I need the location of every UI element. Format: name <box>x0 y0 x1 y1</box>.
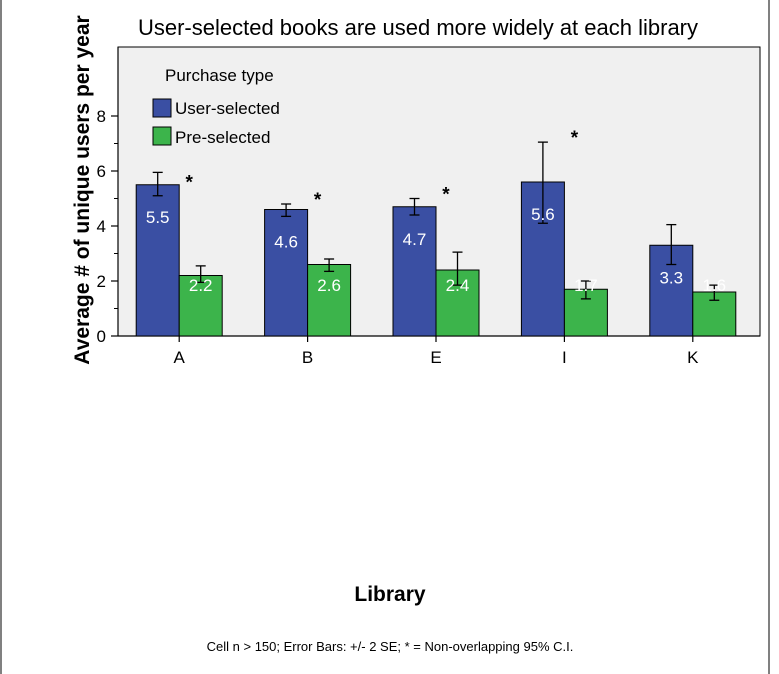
x-tick-label-E: E <box>430 348 441 367</box>
y-axis-ticks: 0 2 4 6 8 <box>97 107 118 346</box>
y-tick-label-6: 6 <box>97 162 106 181</box>
legend: Purchase type User-selected Pre-selected <box>152 66 280 147</box>
error-bars-group <box>152 141 720 301</box>
value-label-pre-selected-B: 2.6 <box>317 276 341 295</box>
x-tick-label-B: B <box>302 348 313 367</box>
value-labels-group: 5.5 2.2 4.6 2.6 4.7 2.4 5.6 1.7 3.3 1.6 <box>146 205 726 295</box>
y-tick-label-8: 8 <box>97 107 106 126</box>
value-label-pre-selected-A: 2.2 <box>189 276 213 295</box>
y-tick-label-4: 4 <box>97 217 106 236</box>
value-label-user-selected-B: 4.6 <box>274 233 298 252</box>
value-label-pre-selected-I: 1.7 <box>574 276 598 295</box>
y-tick-label-0: 0 <box>97 327 106 346</box>
value-label-user-selected-K: 3.3 <box>659 268 683 287</box>
value-label-user-selected-E: 4.7 <box>403 230 427 249</box>
value-label-pre-selected-E: 2.4 <box>446 276 470 295</box>
legend-swatch-user-selected <box>152 98 172 118</box>
value-label-user-selected-A: 5.5 <box>146 208 170 227</box>
value-label-user-selected-I: 5.6 <box>531 205 555 224</box>
bar-pre-selected-B <box>307 264 352 337</box>
significance-marker-A: * <box>185 172 193 193</box>
significance-marker-E: * <box>442 185 450 206</box>
bar-user-selected-B <box>264 209 309 337</box>
x-tick-label-A: A <box>174 348 186 367</box>
bar-user-selected-E <box>392 206 437 337</box>
chart-footnote: Cell n > 150; Error Bars: +/- 2 SE; * = … <box>207 639 574 654</box>
legend-swatch-pre-selected <box>152 126 172 146</box>
significance-markers-group: * * * * <box>185 128 578 211</box>
legend-label-pre-selected: Pre-selected <box>175 128 270 147</box>
x-tick-label-K: K <box>687 348 699 367</box>
value-label-pre-selected-K: 1.6 <box>702 276 726 295</box>
legend-label-user-selected: User-selected <box>175 99 280 118</box>
y-tick-label-2: 2 <box>97 272 106 291</box>
significance-marker-B: * <box>314 190 322 211</box>
x-axis-label: Library <box>354 583 426 606</box>
chart-title: User-selected books are used more widely… <box>138 15 698 40</box>
legend-title: Purchase type <box>165 66 274 85</box>
x-tick-label-I: I <box>562 348 567 367</box>
significance-marker-I: * <box>571 128 579 149</box>
y-axis-label: Average # of unique users per year <box>71 15 94 364</box>
